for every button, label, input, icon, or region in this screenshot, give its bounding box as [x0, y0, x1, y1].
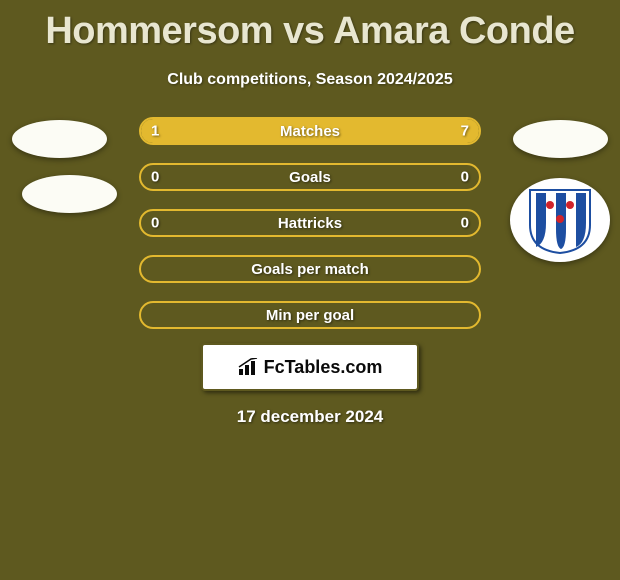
stat-value-right: 0	[461, 215, 469, 232]
stat-value-right: 0	[461, 169, 469, 186]
team1-club-badge	[22, 175, 117, 213]
stat-value-right: 7	[461, 123, 469, 140]
brand-box: FcTables.com	[201, 343, 419, 391]
stat-label: Goals	[289, 169, 331, 186]
team2-club-badge	[510, 178, 610, 262]
player2-name: Amara Conde	[333, 10, 575, 52]
stat-row: Goals per match	[139, 255, 481, 283]
stat-row: 0 Goals 0	[139, 163, 481, 191]
stat-row: 1 Matches 7	[139, 117, 481, 145]
brand-text: FcTables.com	[264, 357, 383, 378]
stat-value-left: 0	[151, 215, 159, 232]
stat-value-left: 1	[151, 123, 159, 140]
subtitle: Club competitions, Season 2024/2025	[0, 71, 620, 89]
stats-list: 1 Matches 7 0 Goals 0 0 Hattricks 0 Goals per mat…	[139, 117, 481, 329]
vs-separator: vs	[283, 10, 324, 52]
stat-fill-left	[141, 119, 182, 143]
team1-country-badge	[12, 120, 107, 158]
comparison-title: Hommersom vs Amara Conde	[0, 0, 620, 53]
team2-country-badge	[513, 120, 608, 158]
heerenveen-logo-icon	[520, 185, 600, 255]
brand-chart-icon	[238, 358, 260, 376]
stat-label: Matches	[280, 123, 340, 140]
stat-row: 0 Hattricks 0	[139, 209, 481, 237]
player1-name: Hommersom	[45, 10, 273, 52]
stat-value-left: 0	[151, 169, 159, 186]
stat-label: Hattricks	[278, 215, 342, 232]
stat-label: Min per goal	[266, 307, 354, 324]
stat-label: Goals per match	[251, 261, 369, 278]
date-label: 17 december 2024	[0, 407, 620, 427]
stat-row: Min per goal	[139, 301, 481, 329]
